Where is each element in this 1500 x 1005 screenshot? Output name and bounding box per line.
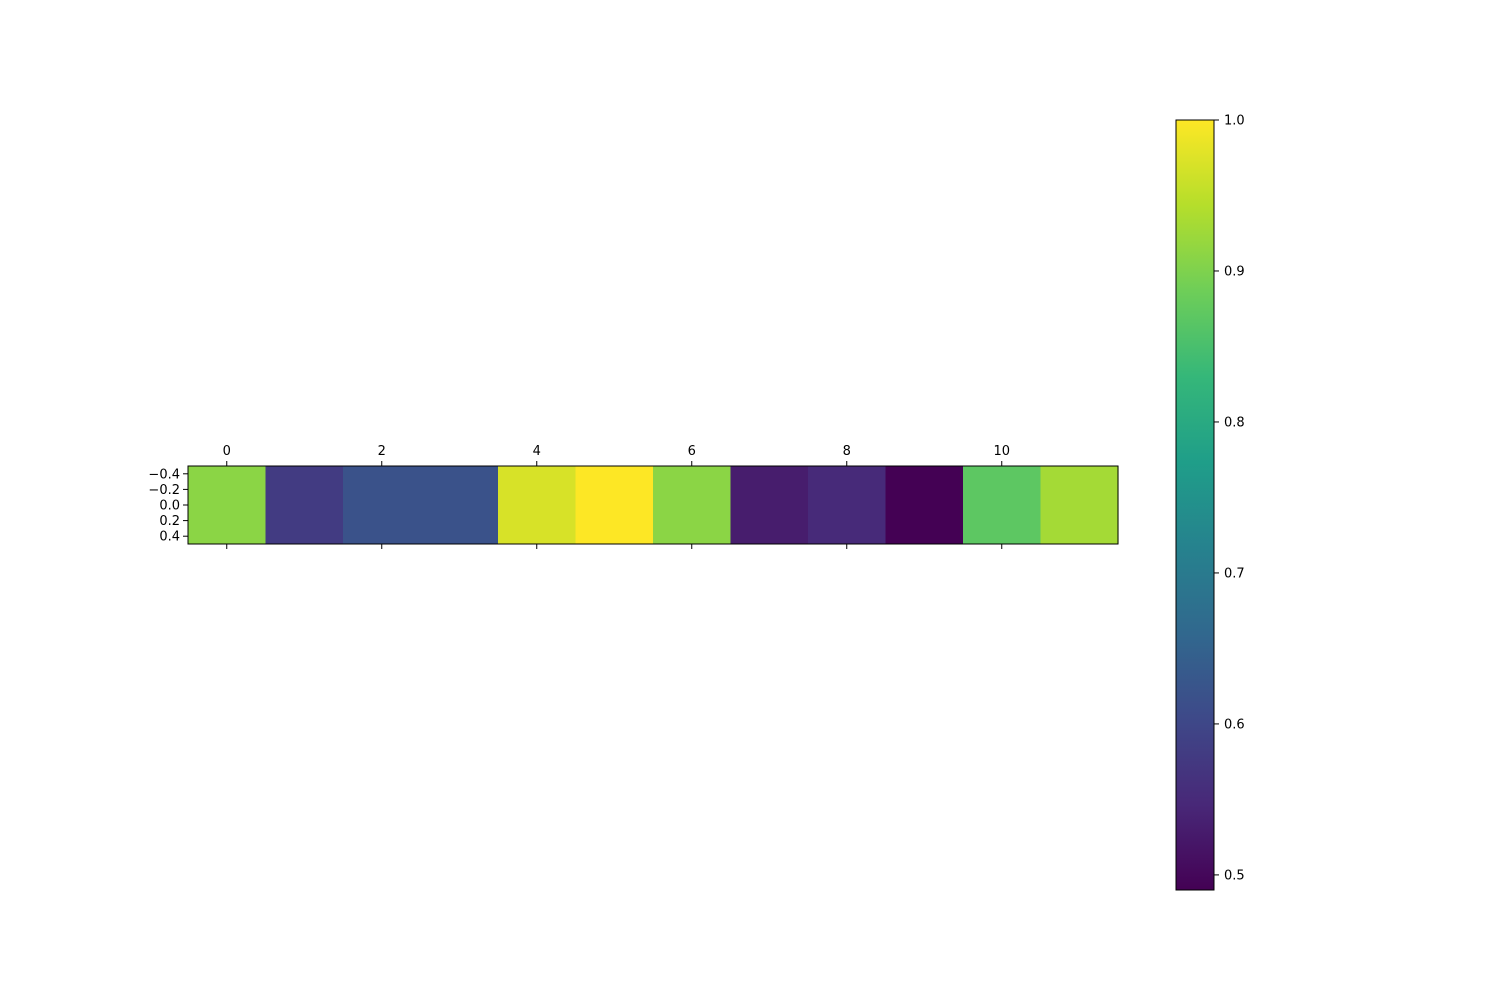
- heatmap-cell: [575, 466, 654, 544]
- colorbar-tick-label: 1.0: [1224, 114, 1245, 129]
- heatmap-cell: [1040, 466, 1119, 544]
- y-tick-label: 0.2: [159, 514, 180, 529]
- colorbar-tick-label: 0.8: [1224, 415, 1245, 430]
- heatmap-cell: [343, 466, 422, 544]
- x-tick-label: 6: [688, 444, 696, 459]
- heatmap-cell: [188, 466, 267, 544]
- y-tick-label: −0.2: [148, 483, 180, 498]
- x-tick-label: 4: [533, 444, 541, 459]
- heatmap-cell: [420, 466, 499, 544]
- colorbar-tick-label: 0.7: [1224, 566, 1245, 581]
- heatmap-cell: [963, 466, 1042, 544]
- colorbar-tick-label: 0.6: [1224, 717, 1245, 732]
- x-axis-ticks: 0 2 4 6 8 10: [223, 444, 1010, 549]
- heatmap-cell: [885, 466, 964, 544]
- x-tick-label: 0: [223, 444, 231, 459]
- colorbar-tick-label: 0.5: [1224, 868, 1245, 883]
- y-tick-label: −0.4: [148, 467, 180, 482]
- colorbar: [1175, 119, 1215, 891]
- y-tick-label: 0.0: [159, 499, 180, 514]
- heatmap-cells: [188, 466, 1119, 544]
- colorbar-tick-label: 0.9: [1224, 264, 1245, 279]
- heatmap-cell: [653, 466, 732, 544]
- heatmap-cell: [265, 466, 344, 544]
- y-tick-label: 0.4: [159, 530, 180, 545]
- y-axis-ticks: −0.4−0.20.00.20.4: [148, 467, 188, 545]
- heatmap-cell: [730, 466, 809, 544]
- heatmap-cell: [808, 466, 887, 544]
- heatmap-cell: [498, 466, 577, 544]
- colorbar-ticks: 0.5 0.6 0.7 0.8 0.9 1.0: [1214, 114, 1245, 883]
- x-tick-label: 2: [378, 444, 386, 459]
- x-tick-label: 10: [993, 444, 1010, 459]
- x-tick-label: 8: [843, 444, 851, 459]
